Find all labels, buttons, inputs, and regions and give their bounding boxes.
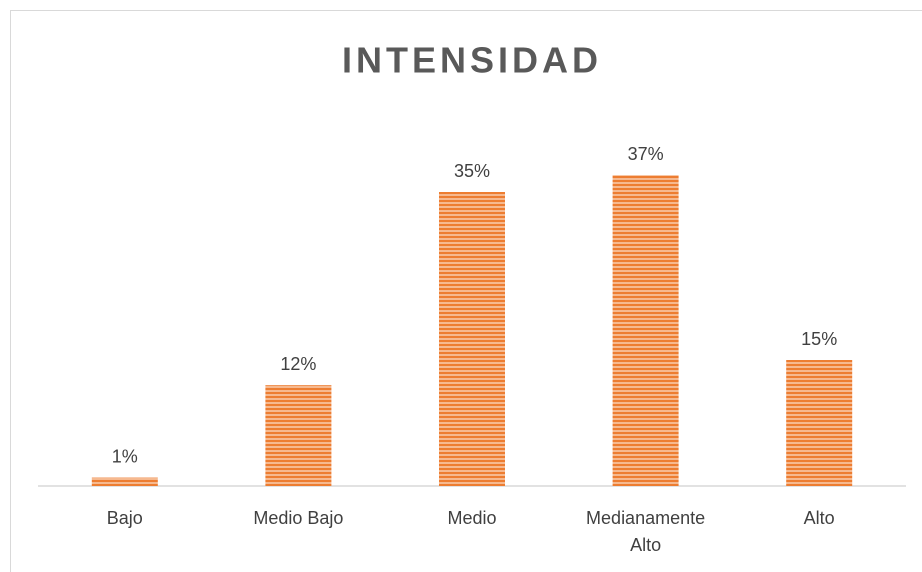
data-label: 12%: [280, 354, 316, 374]
bar: [265, 385, 332, 486]
data-label: 1%: [112, 446, 138, 466]
bar: [91, 477, 158, 486]
x-tick-label: Medio Bajo: [253, 508, 344, 528]
chart-border: [10, 10, 922, 572]
bar: [786, 360, 853, 486]
bar: [612, 175, 679, 486]
x-tick-label: Alto: [803, 508, 835, 528]
data-label: 37%: [628, 144, 664, 164]
x-tick-label: Medianamente Alto: [586, 508, 706, 555]
chart-title: INTENSIDAD: [342, 40, 602, 81]
x-tick-label: Bajo: [106, 508, 143, 528]
bar: [439, 192, 505, 486]
data-label: 15%: [801, 329, 837, 349]
x-tick-label: Medio: [447, 508, 497, 528]
data-label: 35%: [454, 161, 490, 181]
